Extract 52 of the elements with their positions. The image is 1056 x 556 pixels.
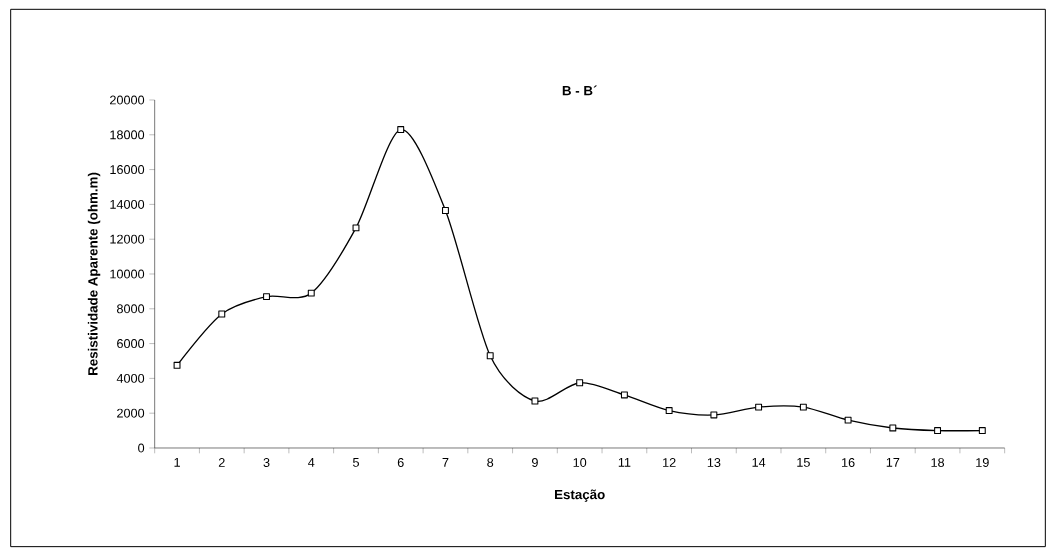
x-axis-title: Estação bbox=[555, 489, 605, 502]
y-tick-label: 6000 bbox=[117, 339, 145, 349]
point bbox=[978, 427, 986, 435]
point bbox=[620, 391, 628, 399]
point bbox=[844, 416, 852, 424]
point bbox=[352, 224, 360, 232]
x-tick-label: 8 bbox=[487, 458, 494, 467]
point bbox=[441, 207, 449, 214]
y-tick-label: 0 bbox=[138, 443, 145, 453]
x-tick-label: 9 bbox=[532, 458, 538, 467]
point bbox=[531, 397, 539, 405]
x-tick-label: 3 bbox=[263, 458, 270, 467]
x-tick-label: 5 bbox=[352, 458, 359, 467]
y-tick-label: 2000 bbox=[117, 408, 145, 418]
y-tick-label: 20000 bbox=[110, 95, 145, 105]
y-tick-label: 16000 bbox=[110, 165, 145, 175]
point bbox=[173, 361, 181, 369]
y-tick-label: 14000 bbox=[110, 199, 145, 209]
y-axis-title: Resistividade Aparente (ohm.m) bbox=[87, 172, 101, 375]
x-tick-label: 16 bbox=[842, 458, 855, 467]
x-tick-label: 19 bbox=[976, 458, 989, 467]
point bbox=[218, 310, 226, 318]
x-tick-label: 14 bbox=[752, 458, 766, 467]
x-tick-label: 2 bbox=[218, 458, 225, 467]
y-tick-label: 8000 bbox=[117, 304, 145, 314]
x-tick-label: 1 bbox=[174, 458, 180, 467]
x-tick-label: 6 bbox=[397, 458, 404, 467]
x-tick-label: 17 bbox=[886, 458, 900, 467]
point bbox=[576, 379, 584, 387]
point bbox=[397, 126, 405, 134]
point bbox=[799, 403, 807, 411]
point bbox=[263, 293, 270, 301]
x-tick-label: 11 bbox=[618, 458, 631, 467]
point bbox=[934, 427, 942, 435]
x-tick-label: 12 bbox=[663, 458, 676, 467]
x-tick-label: 10 bbox=[573, 458, 587, 467]
point bbox=[665, 407, 673, 415]
point bbox=[710, 411, 718, 419]
chart-title: B - B´ bbox=[562, 85, 597, 96]
point bbox=[755, 403, 763, 411]
y-tick-label: 4000 bbox=[116, 373, 145, 383]
point bbox=[486, 352, 494, 360]
y-tick-label: 12000 bbox=[110, 234, 145, 244]
x-tick-label: 15 bbox=[797, 458, 810, 467]
x-tick-label: 4 bbox=[308, 458, 315, 467]
y-tick-label: 10000 bbox=[110, 269, 145, 279]
x-tick-label: 18 bbox=[931, 458, 945, 467]
x-tick-label: 13 bbox=[707, 458, 721, 467]
point bbox=[307, 289, 315, 297]
point bbox=[889, 424, 897, 432]
y-tick-label: 18000 bbox=[110, 130, 145, 140]
x-tick-label: 7 bbox=[442, 458, 449, 467]
